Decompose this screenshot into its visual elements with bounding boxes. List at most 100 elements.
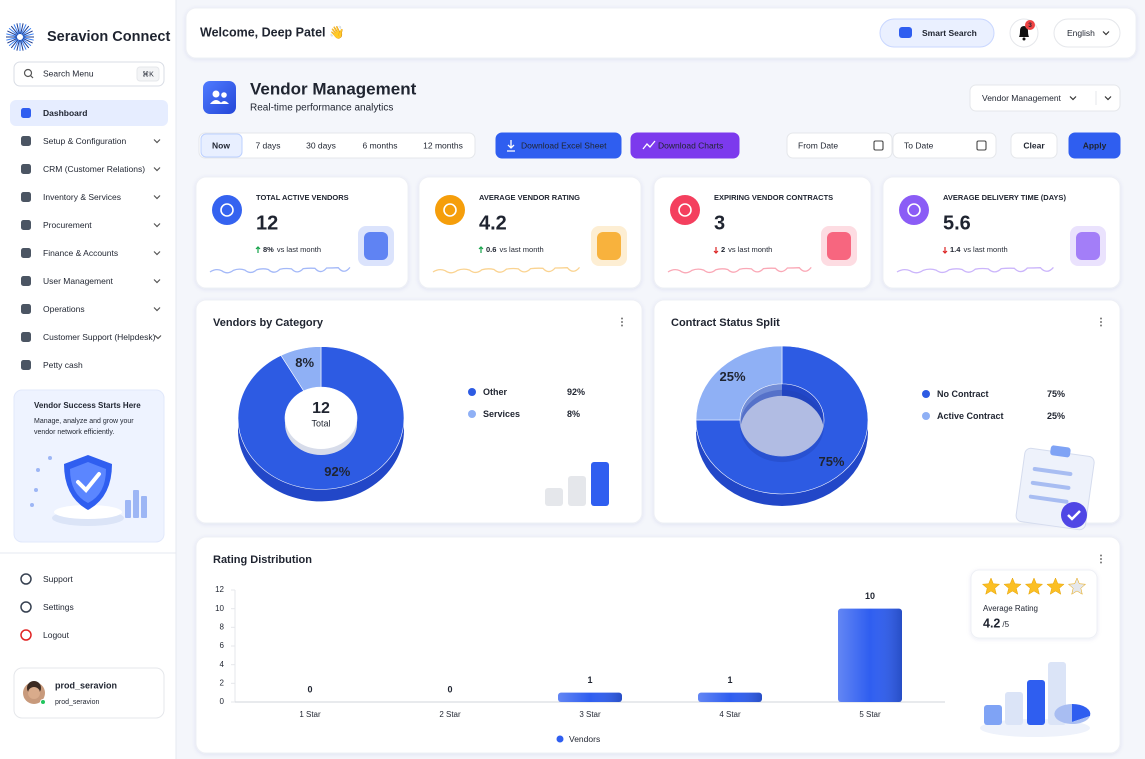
user-card[interactable]: prod_seravion prod_seravion xyxy=(13,667,165,719)
range-label[interactable]: 6 months xyxy=(363,140,398,150)
language-btn[interactable] xyxy=(1053,18,1121,48)
download-excel[interactable]: Download Excel Sheet xyxy=(495,132,622,159)
apply-btn[interactable]: Apply xyxy=(1068,132,1121,159)
footer-label[interactable]: Settings xyxy=(43,602,74,612)
clear-btn-label[interactable]: Clear xyxy=(1023,140,1045,150)
range-label[interactable]: 30 days xyxy=(306,140,336,150)
kebab-dot xyxy=(1100,554,1102,557)
module-select-label[interactable]: Vendor Management xyxy=(982,93,1062,103)
menu-label[interactable]: Operations xyxy=(43,304,85,314)
promo-text: Manage, analyze and grow your xyxy=(34,418,134,425)
chart-card: Contract Status Split 75% 25% No Contract 75… xyxy=(653,299,1121,531)
menu-item[interactable]: Finance & Accounts xyxy=(21,248,161,258)
menu-label[interactable]: Finance & Accounts xyxy=(43,248,118,258)
slice xyxy=(695,345,783,421)
slice-label: 8% xyxy=(295,355,314,370)
range-option[interactable]: 6 months xyxy=(363,140,398,150)
promo-bar xyxy=(133,490,139,518)
apply-btn-label[interactable]: Apply xyxy=(1083,140,1107,150)
menu-label[interactable]: CRM (Customer Relations) xyxy=(43,164,145,174)
clear-btn-bg[interactable] xyxy=(1010,132,1058,159)
smart-search-btn[interactable] xyxy=(879,18,995,48)
clear-btn[interactable]: Clear xyxy=(1010,132,1058,159)
range-label[interactable]: 7 days xyxy=(255,140,280,150)
promo-shield-inner xyxy=(70,462,106,503)
menu-item[interactable]: User Management xyxy=(21,276,161,286)
robot-icon xyxy=(899,27,912,38)
kpi-card: EXPIRING VENDOR CONTRACTS 3 2 vs last month xyxy=(653,176,872,289)
module-select[interactable]: Vendor Management xyxy=(969,84,1121,112)
language-select[interactable]: English xyxy=(1053,18,1121,48)
menu-item[interactable]: Dashboard xyxy=(10,100,168,126)
range-option[interactable]: Now xyxy=(200,133,243,158)
kpi-sparkline xyxy=(209,266,351,274)
user-status xyxy=(40,699,46,705)
menu-item[interactable]: Operations xyxy=(21,304,161,314)
download-excel-label[interactable]: Download Excel Sheet xyxy=(521,140,607,150)
range-label[interactable]: 12 months xyxy=(423,140,463,150)
menu-label[interactable]: Procurement xyxy=(43,220,92,230)
footer-label[interactable]: Logout xyxy=(43,630,70,640)
menu-item[interactable]: CRM (Customer Relations) xyxy=(21,164,161,174)
range-option[interactable]: 12 months xyxy=(423,140,463,150)
download-charts[interactable]: Download Charts xyxy=(630,132,740,159)
range-option[interactable]: 7 days xyxy=(255,140,280,150)
user-card-bg[interactable] xyxy=(13,667,165,719)
donut-center-label: Total xyxy=(311,418,330,428)
x-tick-label: 5 Star xyxy=(859,710,881,719)
to-date[interactable]: To Date xyxy=(892,132,997,159)
range-option[interactable]: 30 days xyxy=(306,140,336,150)
range-label[interactable]: Now xyxy=(212,140,230,150)
menu-label[interactable]: Inventory & Services xyxy=(43,192,121,202)
from-date[interactable]: From Date xyxy=(786,132,893,159)
welcome-text: Welcome, Deep Patel 👋 xyxy=(200,25,345,40)
language-label[interactable]: English xyxy=(1067,28,1095,38)
logo-ray xyxy=(21,39,30,49)
apply-btn-bg[interactable] xyxy=(1068,132,1121,159)
from-date-label[interactable]: From Date xyxy=(798,140,838,150)
search-box[interactable] xyxy=(13,61,165,87)
to-date-bg[interactable] xyxy=(892,132,997,159)
menu-item[interactable]: Customer Support (Helpdesk) xyxy=(21,332,162,342)
notification-count: 3 xyxy=(1028,22,1032,29)
logo-ray xyxy=(10,25,19,35)
download-charts-label[interactable]: Download Charts xyxy=(658,140,723,150)
download-excel-bg[interactable] xyxy=(495,132,622,159)
menu-item[interactable]: Setup & Configuration xyxy=(21,136,161,146)
slice xyxy=(695,345,869,495)
menu-label[interactable]: Petty cash xyxy=(43,360,83,370)
menu-label[interactable]: Dashboard xyxy=(43,108,87,118)
menu-active-bg[interactable] xyxy=(10,100,168,126)
menu-icon xyxy=(21,332,31,342)
kebab-dot xyxy=(1100,558,1102,560)
footer-label[interactable]: Support xyxy=(43,574,73,584)
chevron xyxy=(1104,96,1112,101)
smart-search-label[interactable]: Smart Search xyxy=(922,28,977,38)
footer-item[interactable]: Settings xyxy=(20,601,74,613)
download-charts-bg[interactable] xyxy=(630,132,740,159)
logo-ray xyxy=(22,27,32,36)
from-date-bg[interactable] xyxy=(786,132,893,159)
module-select-box[interactable] xyxy=(969,84,1121,112)
range-active[interactable] xyxy=(200,133,243,158)
kpi-trend-arrow xyxy=(255,246,261,253)
rating-summary: Average Rating 4.2/5 xyxy=(970,569,1098,639)
menu-item[interactable]: Procurement xyxy=(21,220,161,230)
legend-label: Vendors xyxy=(569,734,600,744)
footer-item[interactable]: Logout xyxy=(20,629,70,641)
menu-item[interactable]: Inventory & Services xyxy=(21,192,161,202)
logo-ray xyxy=(13,24,20,35)
search-menu[interactable]: Search Menu ⌘K xyxy=(13,61,165,87)
menu-label[interactable]: Customer Support (Helpdesk) xyxy=(43,332,156,342)
notifications[interactable]: 3 xyxy=(1009,18,1039,48)
smart-search[interactable]: Smart Search xyxy=(879,18,995,48)
to-date-label[interactable]: To Date xyxy=(904,140,934,150)
menu-label[interactable]: User Management xyxy=(43,276,114,286)
y-tick-label: 10 xyxy=(215,604,224,613)
promo-dot xyxy=(36,468,40,472)
chart-icon xyxy=(642,140,656,150)
calendar-icon xyxy=(976,140,987,151)
footer-item[interactable]: Support xyxy=(20,573,73,585)
menu-label[interactable]: Setup & Configuration xyxy=(43,136,126,146)
menu-item[interactable]: Petty cash xyxy=(21,360,83,370)
